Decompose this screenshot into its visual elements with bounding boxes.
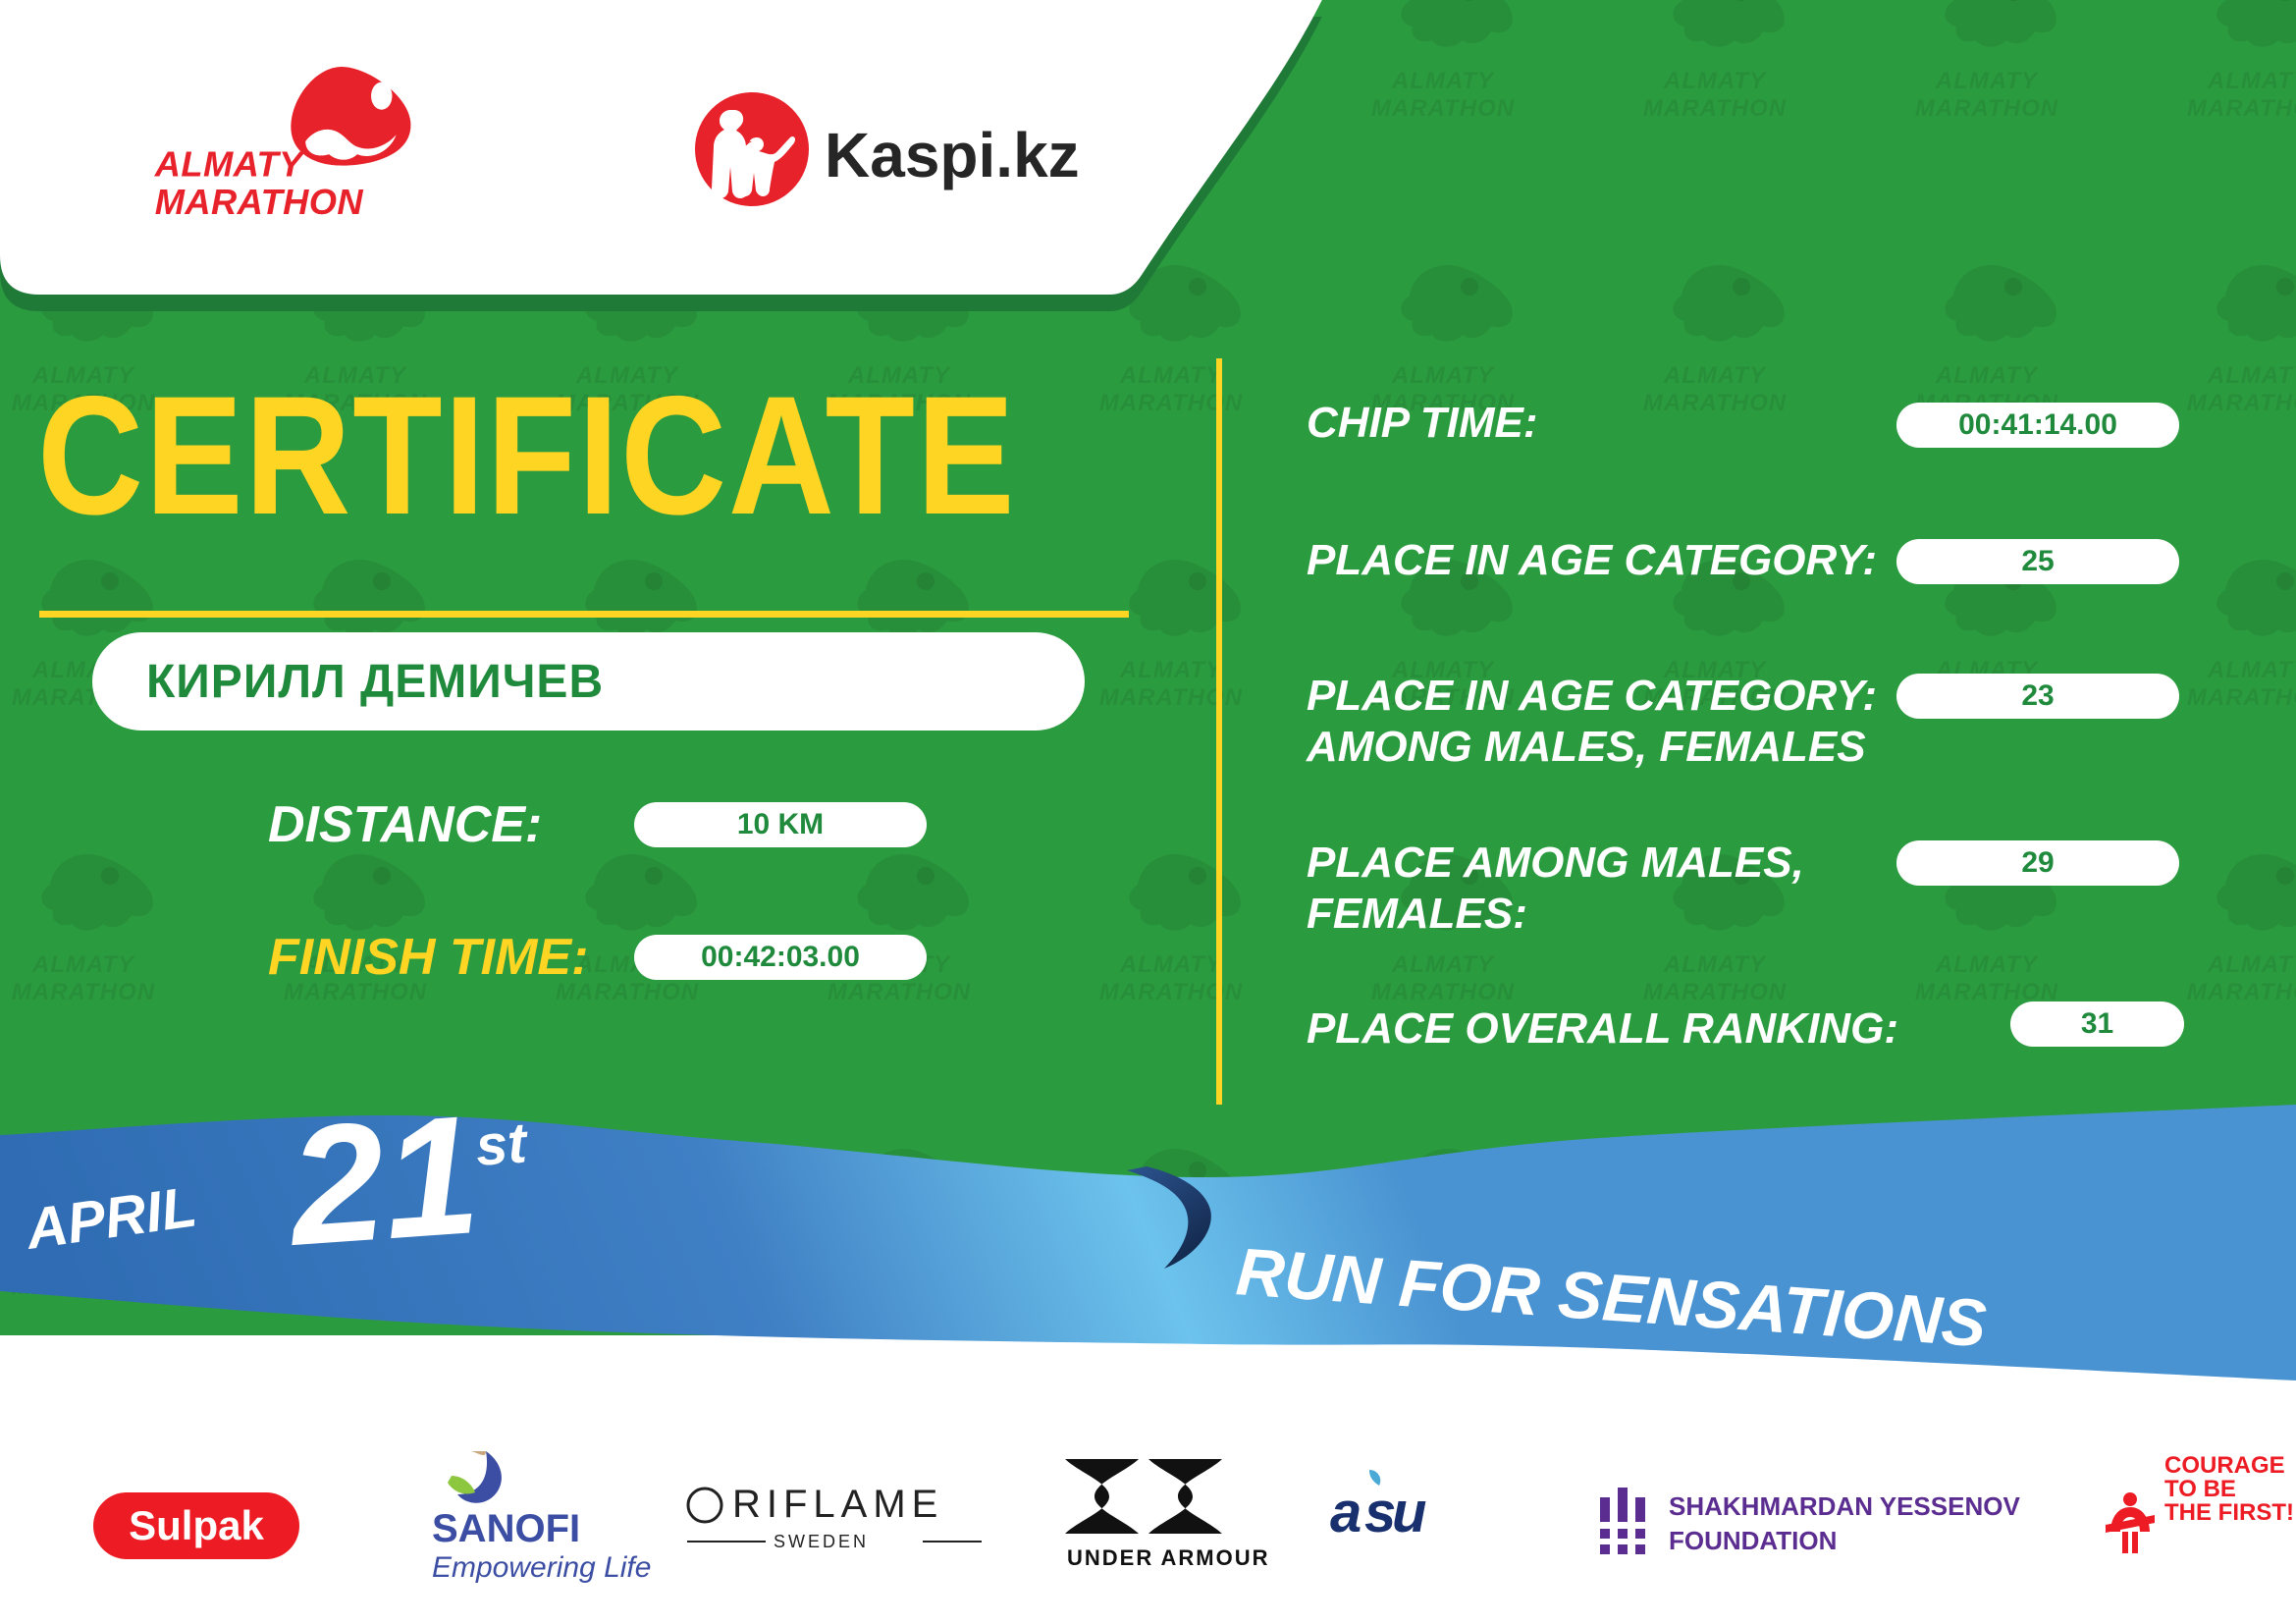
svg-text:SHAKHMARDAN YESSENOV: SHAKHMARDAN YESSENOV [1669, 1491, 2020, 1521]
svg-text:COURAGE: COURAGE [2164, 1452, 2285, 1479]
svg-text:TO BE: TO BE [2164, 1476, 2236, 1502]
svg-text:SANOFI: SANOFI [432, 1507, 580, 1550]
svg-text:Empowering Life: Empowering Life [432, 1551, 651, 1584]
svg-text:FOUNDATION: FOUNDATION [1669, 1526, 1837, 1555]
svg-text:Sulpak: Sulpak [129, 1502, 264, 1548]
svg-text:SWEDEN: SWEDEN [774, 1532, 869, 1551]
svg-text:UNDER ARMOUR: UNDER ARMOUR [1067, 1545, 1270, 1570]
svg-text:RIFLAME: RIFLAME [732, 1483, 943, 1526]
svg-text:ALMATY: ALMATY [154, 143, 305, 184]
svg-text:MARATHON: MARATHON [155, 182, 364, 222]
svg-text:Kaspi.kz: Kaspi.kz [825, 120, 1080, 190]
svg-text:THE FIRST!: THE FIRST! [2164, 1499, 2294, 1526]
svg-text:u: u [1392, 1481, 1426, 1544]
svg-text:a: a [1330, 1481, 1362, 1544]
